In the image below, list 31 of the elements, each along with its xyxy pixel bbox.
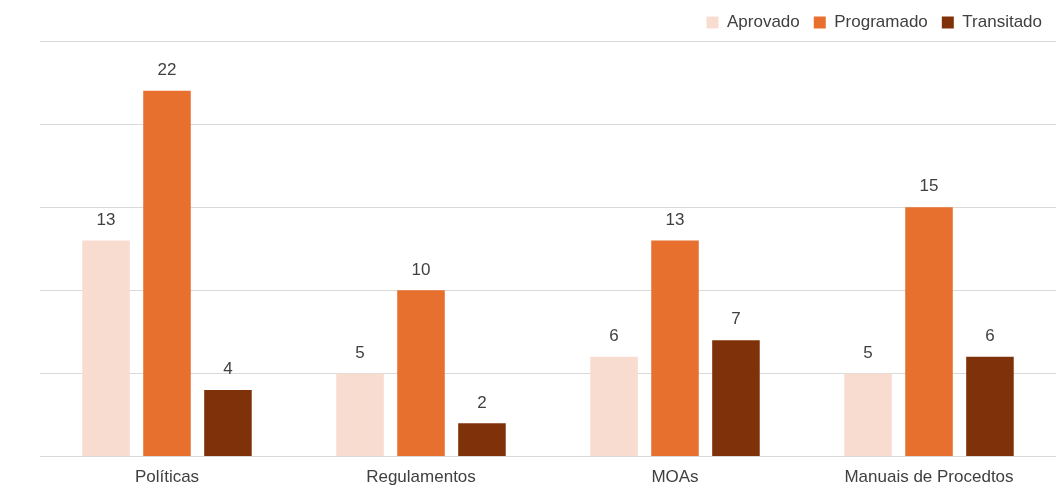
bar <box>905 207 953 457</box>
data-label: 7 <box>731 309 741 329</box>
bar <box>844 373 892 457</box>
x-tick-label: Manuais de Procedtos <box>844 467 1014 487</box>
data-label: 5 <box>863 342 873 362</box>
legend-label: Transitado <box>962 12 1042 32</box>
bar <box>966 356 1014 457</box>
bar <box>143 90 191 457</box>
x-tick-label: MOAs <box>651 467 699 487</box>
x-tick-label: Regulamentos <box>366 467 476 487</box>
bar <box>651 240 699 457</box>
bar <box>397 290 445 457</box>
x-tick-label: Políticas <box>134 467 200 487</box>
data-label: 22 <box>157 60 177 80</box>
data-label: 13 <box>96 209 116 229</box>
bar <box>204 390 252 457</box>
data-label: 4 <box>223 359 233 379</box>
legend-label: Programado <box>834 12 928 32</box>
data-label: 13 <box>665 209 685 229</box>
bar <box>336 373 384 457</box>
data-label: 2 <box>477 392 487 412</box>
data-label: 6 <box>985 326 995 346</box>
data-label: 10 <box>411 259 431 279</box>
data-label: 5 <box>355 342 365 362</box>
data-label: 6 <box>609 326 619 346</box>
bar <box>82 240 130 457</box>
bar <box>458 423 506 457</box>
legend-label: Aprovado <box>726 12 800 32</box>
data-label: 15 <box>919 176 939 196</box>
bar <box>712 340 760 457</box>
bar <box>590 356 638 457</box>
